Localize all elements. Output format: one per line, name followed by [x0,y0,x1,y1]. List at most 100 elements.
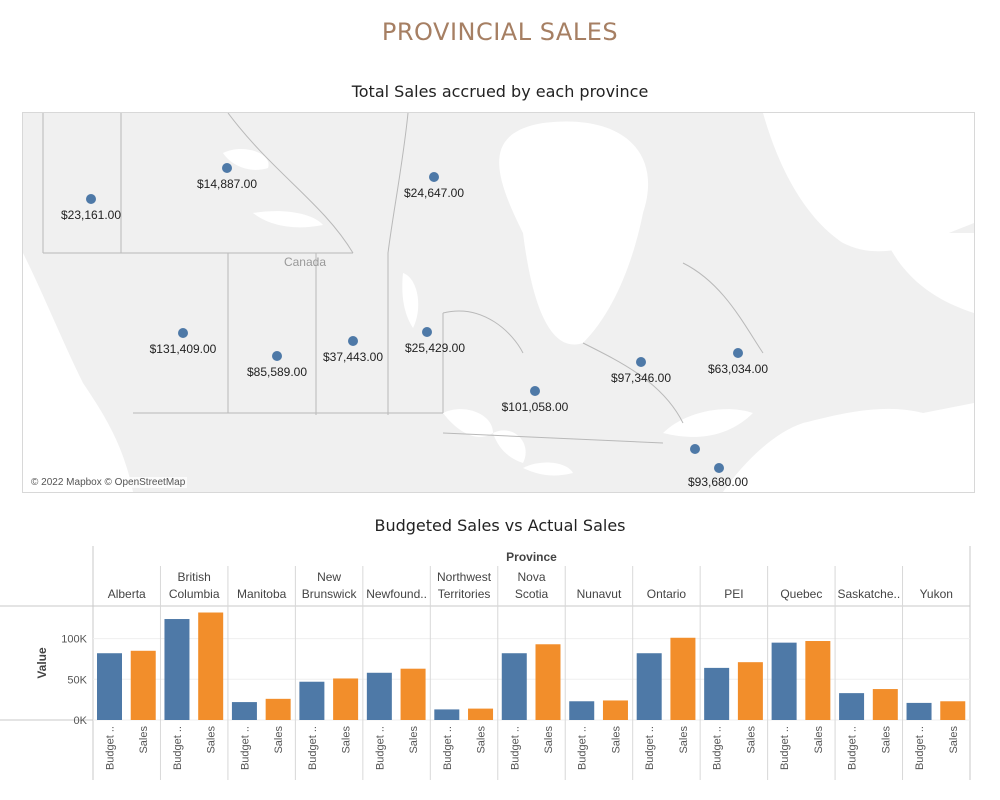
page-title: PROVINCIAL SALES [381,18,619,46]
bar-axis-label: Sales [880,726,892,754]
bar-sales[interactable] [468,708,494,720]
map-point[interactable] [178,328,188,338]
y-tick-label: 0K [74,715,88,727]
column-header: Province [506,550,557,564]
map-point-label: $97,346.00 [611,371,671,385]
hudson-bay [499,121,649,345]
lake-superior [443,409,493,437]
category-label: Brunswick [302,587,358,601]
bar-budget[interactable] [839,693,865,720]
atlantic-north [883,233,974,313]
y-tick-label: 50K [67,674,87,686]
map-point[interactable] [714,463,724,473]
bar-axis-label: Budget .. [374,726,386,770]
bar-budget[interactable] [164,619,190,720]
bar-budget[interactable] [906,702,932,720]
bar-sales[interactable] [602,700,628,720]
category-label: Ontario [647,587,687,601]
map-point[interactable] [422,327,432,337]
pacific-ocean [23,253,133,492]
map-point-label: $63,034.00 [708,362,768,376]
bar-budget[interactable] [569,701,595,720]
bar-budget[interactable] [366,672,392,720]
bar-axis-label: Budget .. [847,726,859,770]
bar-axis-label: Budget .. [712,726,724,770]
bar-axis-label: Sales [138,726,150,754]
bar-sales[interactable] [805,641,831,720]
bar-axis-label: Budget .. [644,726,656,770]
map-point-label: $37,443.00 [323,350,383,364]
bar-sales[interactable] [400,668,426,720]
bar-axis-label: Sales [745,726,757,754]
labrador-sea [763,113,974,252]
bar-budget[interactable] [434,709,460,720]
region-label-canada: Canada [284,255,326,269]
category-label: Yukon [920,587,953,601]
province-borders [42,113,764,444]
bar-axis-label: Sales [476,726,488,754]
category-label: British [178,570,211,584]
map-title: Total Sales accrued by each province [351,82,649,101]
category-label: Nunavut [577,587,622,601]
bar-sales[interactable] [670,637,696,720]
bar-sales[interactable] [737,662,763,720]
bar-axis-label: Budget .. [307,726,319,770]
map-point[interactable] [272,351,282,361]
map-point[interactable] [733,348,743,358]
category-label: Alberta [108,587,146,601]
category-label: Manitoba [237,587,287,601]
sales-map[interactable]: Canada $23,161.00 $14,887.00 $24,647.00 $131… [22,112,975,493]
bar-sales[interactable] [333,678,359,720]
lake-winnipeg [402,273,419,328]
bar-axis-label: Budget .. [172,726,184,770]
great-slave-lake [253,211,323,228]
map-point-label: $85,589.00 [247,365,307,379]
category-label: Columbia [169,587,220,601]
bar-sales[interactable] [130,650,156,720]
map-point[interactable] [86,194,96,204]
bar-axis-label: Sales [948,726,960,754]
lake-huron [493,430,526,463]
bar-budget[interactable] [501,653,527,720]
bar-sales[interactable] [265,698,291,720]
bar-axis-label: Sales [273,726,285,754]
bar-axis-label: Sales [341,726,353,754]
map-canvas: Canada $23,161.00 $14,887.00 $24,647.00 $131… [23,113,974,492]
bar-sales[interactable] [940,701,966,720]
category-label: Scotia [515,587,549,601]
bar-sales[interactable] [872,689,898,720]
bar-axis-label: Sales [610,726,622,754]
category-label: Newfound.. [366,587,427,601]
category-label: PEI [724,587,743,601]
bar-budget[interactable] [231,702,257,720]
category-label: New [317,570,341,584]
bar-axis-label: Budget .. [239,726,251,770]
map-point[interactable] [636,357,646,367]
y-tick-label: 100K [61,634,87,646]
map-point-label: $101,058.00 [502,400,569,414]
bar-sales[interactable] [198,612,224,720]
bar-budget[interactable] [97,653,122,720]
bar-axis-label: Budget .. [577,726,589,770]
y-axis-title: Value [35,647,49,679]
bar-chart: Province 0K 50K 100K Value Alberta Budget .. Sa… [0,546,971,780]
bar-axis-label: Budget .. [509,726,521,770]
great-bear-lake [223,148,269,170]
category-label: Quebec [780,587,822,601]
map-point[interactable] [530,386,540,396]
bar-budget[interactable] [704,667,730,720]
bar-axis-label: Budget .. [442,726,454,770]
map-point-label: $23,161.00 [61,208,121,222]
map-point[interactable] [429,172,439,182]
bar-budget[interactable] [299,681,325,720]
bar-chart-title: Budgeted Sales vs Actual Sales [374,516,626,535]
map-point[interactable] [348,336,358,346]
bar-axis-label: Sales [678,726,690,754]
bar-budget[interactable] [636,653,662,720]
map-point-label: $14,887.00 [197,177,257,191]
map-point-label: $24,647.00 [404,186,464,200]
map-point[interactable] [222,163,232,173]
bar-sales[interactable] [535,644,561,720]
map-point[interactable] [690,444,700,454]
bar-budget[interactable] [771,642,797,720]
